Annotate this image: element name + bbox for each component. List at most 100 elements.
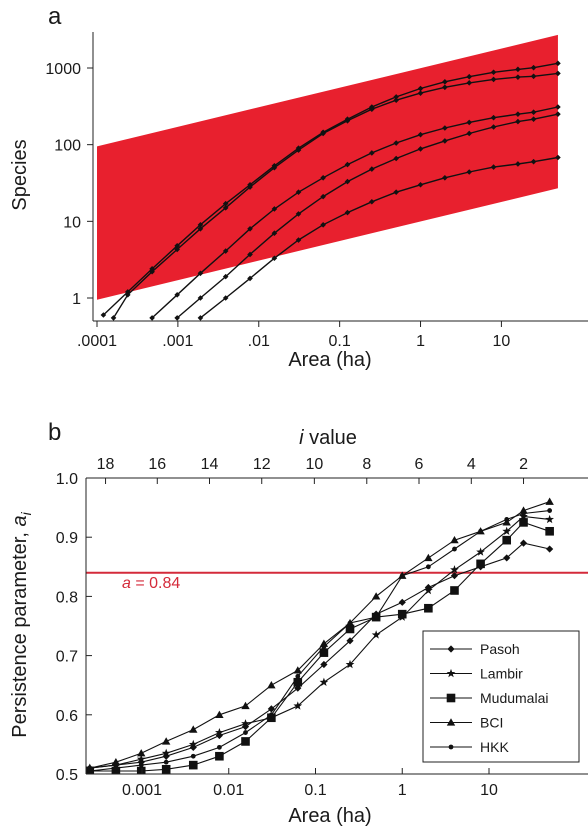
data-point: [174, 246, 180, 253]
data-point: [530, 109, 537, 116]
y-axis-label: Persistence parameter, ai: [9, 511, 34, 737]
panel-a: a .0001 .001 .01 0.1 1 10 1 10 100 1000 Area (ha)…: [9, 3, 588, 371]
data-point: [344, 209, 351, 216]
top-tick-label: 4: [467, 456, 476, 473]
data-point: [478, 528, 483, 534]
band-layer: [97, 34, 558, 300]
top-tick-label: 2: [519, 456, 528, 473]
top-tick-label: 14: [201, 456, 219, 473]
data-point: [417, 90, 424, 96]
data-point: [519, 518, 528, 527]
data-point: [215, 751, 224, 761]
data-point: [446, 668, 456, 678]
data-point: [393, 189, 399, 195]
legend-label: Lambir: [480, 666, 523, 682]
data-point: [423, 585, 433, 595]
data-point: [295, 673, 301, 679]
series-layer: [100, 60, 561, 321]
data-point: [373, 614, 379, 620]
y-tick-label: 100: [54, 138, 81, 155]
series-4: [174, 111, 561, 321]
data-point: [241, 719, 250, 728]
y-axis-label-main: Persistence parameter,: [9, 527, 31, 738]
data-point: [530, 64, 537, 71]
data-point: [442, 84, 448, 91]
data-point: [393, 94, 399, 100]
data-point: [503, 554, 511, 562]
data-point: [442, 138, 448, 144]
data-point: [136, 766, 146, 774]
data-point: [466, 80, 473, 86]
data-point: [241, 737, 250, 746]
reference-line-label: a = 0.84: [122, 575, 180, 592]
data-point: [215, 731, 223, 740]
data-point: [450, 565, 459, 574]
data-point: [450, 535, 459, 544]
panel-a-letter: a: [48, 3, 62, 30]
data-point: [188, 760, 198, 770]
data-point: [369, 150, 375, 156]
data-point: [222, 273, 229, 280]
data-point: [247, 184, 253, 190]
data-point: [344, 161, 351, 168]
legend-item-mudumalai: Mudumalai: [430, 690, 548, 706]
data-point: [161, 748, 171, 757]
y-axis-label: Species: [9, 139, 31, 210]
data-point: [267, 705, 275, 713]
data-point: [320, 130, 326, 137]
x-tick-label: 0.1: [329, 333, 351, 350]
data-point: [189, 725, 198, 733]
series-hkk: [87, 508, 553, 774]
x-tick-label: .01: [248, 333, 270, 350]
data-point: [149, 266, 155, 272]
data-point: [124, 292, 131, 298]
y-tick-label: 0.6: [56, 708, 78, 725]
data-point: [555, 60, 561, 67]
top-axis-label: i value: [299, 427, 357, 449]
data-point: [174, 292, 180, 298]
top-tick-label: 10: [305, 456, 323, 473]
top-tick-label: 16: [148, 456, 166, 473]
data-point: [425, 564, 431, 570]
data-point: [293, 666, 302, 674]
data-point: [369, 106, 375, 113]
series-1: [100, 60, 561, 318]
data-point: [174, 315, 180, 321]
x-tick-label: 1: [398, 782, 407, 799]
data-point: [446, 693, 456, 703]
data-point: [424, 553, 433, 562]
data-point: [490, 114, 497, 121]
data-point: [446, 718, 456, 726]
data-point: [417, 85, 424, 92]
data-point: [345, 624, 355, 634]
data-point: [293, 677, 303, 687]
data-point: [555, 70, 561, 77]
top-axis-label-text: value: [304, 427, 357, 449]
data-point: [547, 508, 553, 513]
data-point: [161, 737, 171, 745]
series-line: [102, 62, 559, 316]
data-point: [241, 723, 250, 731]
series-line: [112, 72, 558, 319]
x-tick-label: 0.1: [304, 782, 326, 799]
data-point: [222, 205, 229, 211]
data-point: [321, 644, 327, 650]
data-point: [222, 248, 229, 254]
data-point: [447, 645, 455, 653]
data-point: [197, 225, 204, 232]
reference-line-label-text: = 0.84: [131, 575, 180, 592]
tick-layer: 0.001 0.01 0.1 1 10 0.5 0.6 0.7 0.8 0.9 1.0 18 16 14 1…: [56, 456, 528, 799]
data-point: [476, 547, 485, 556]
data-point: [417, 146, 424, 152]
data-point: [295, 147, 302, 153]
data-point: [502, 535, 512, 545]
panel-b: b i value a = 0.84 0.001 0.01 0.1 1 10 0.5 0.6…: [9, 419, 588, 827]
x-tick-label: 0.001: [122, 782, 162, 799]
data-point: [371, 630, 381, 639]
data-point: [466, 119, 473, 126]
data-point: [502, 526, 512, 535]
data-point: [504, 517, 510, 522]
legend: Pasoh Lambir Mudumalai BCI HKK: [422, 630, 580, 763]
data-point: [346, 637, 354, 645]
data-point: [515, 111, 521, 117]
